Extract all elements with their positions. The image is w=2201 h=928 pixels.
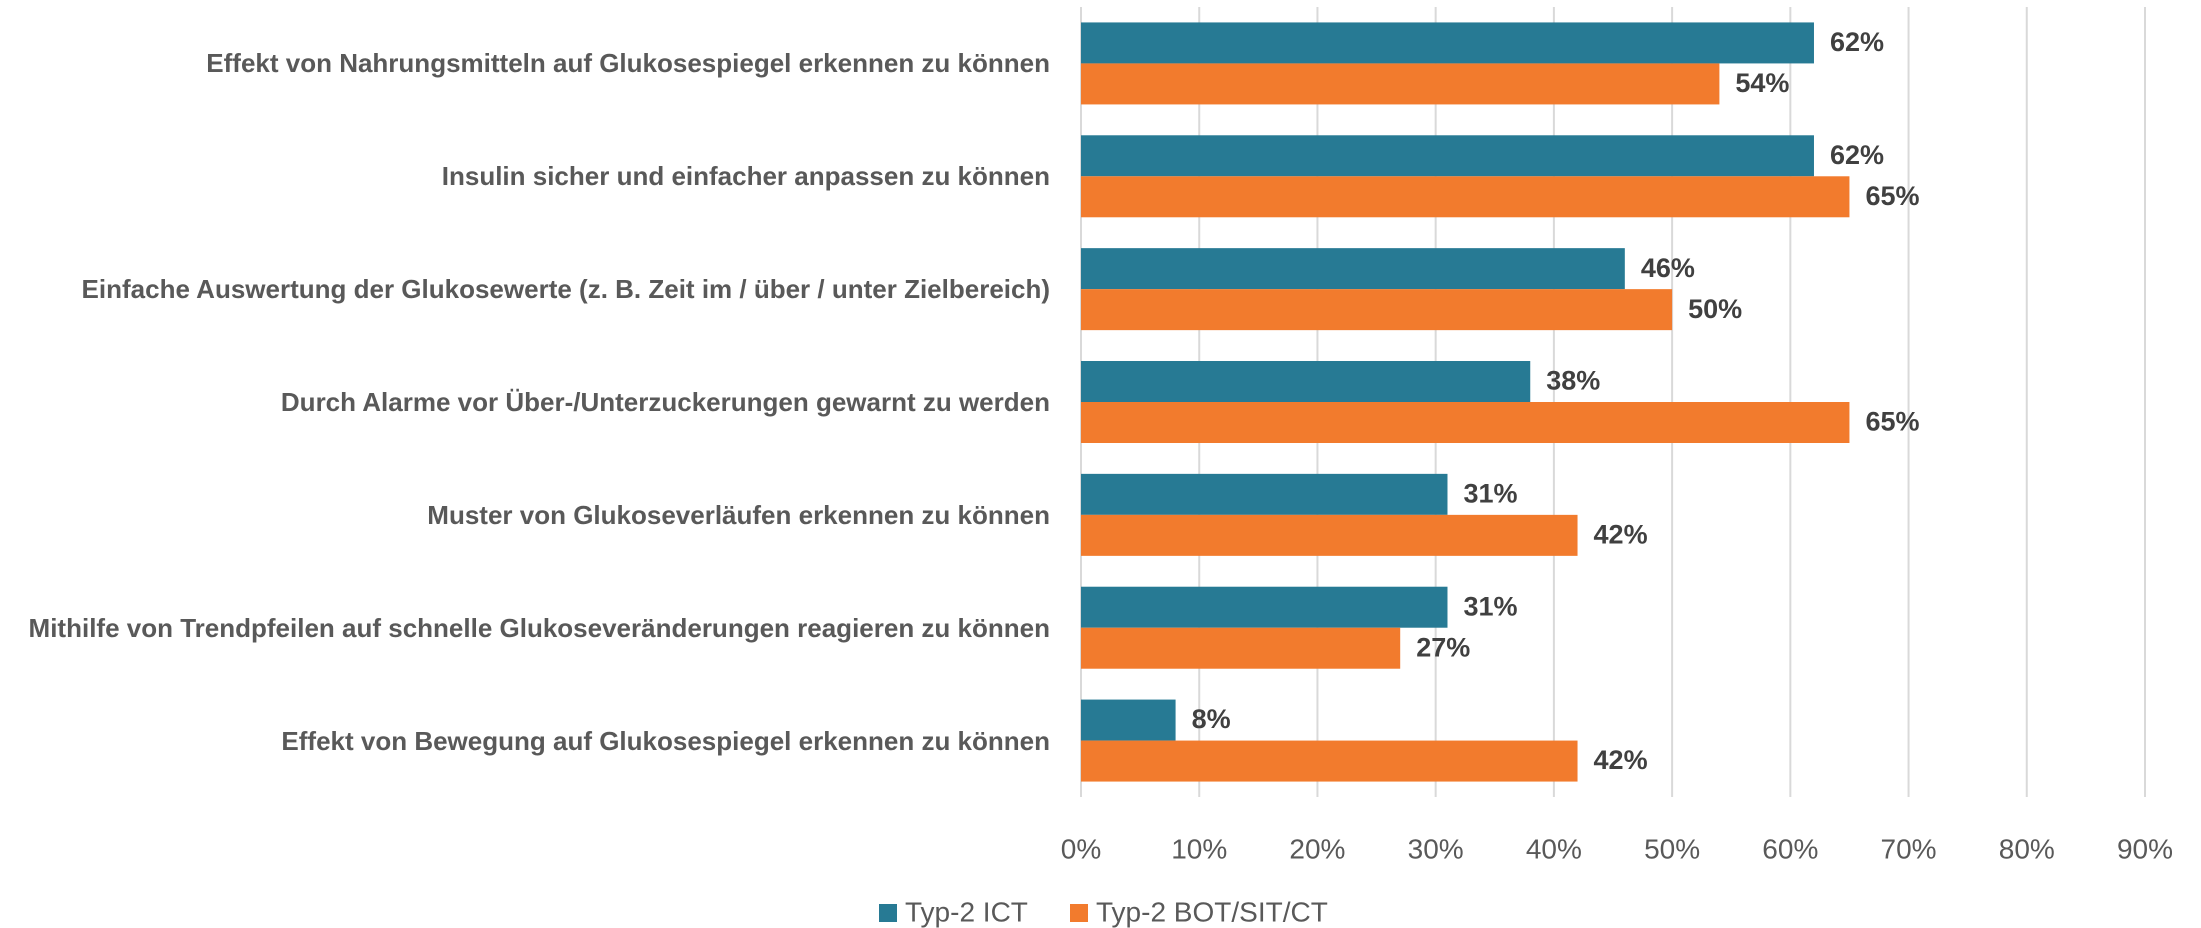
- data-label: 65%: [1865, 407, 1919, 437]
- data-label: 62%: [1830, 27, 1884, 57]
- category-label: Effekt von Nahrungsmitteln auf Glukosesp…: [206, 48, 1050, 79]
- category-label: Muster von Glukoseverläufen erkennen zu …: [427, 499, 1050, 530]
- category-label: Einfache Auswertung der Glukosewerte (z.…: [81, 274, 1050, 305]
- bar: [1081, 22, 1814, 64]
- data-label: 8%: [1192, 704, 1231, 734]
- bar: [1081, 176, 1850, 218]
- x-tick-label: 30%: [1408, 833, 1464, 864]
- legend-swatch: [879, 904, 897, 922]
- legend-label: Typ-2 BOT/SIT/CT: [1096, 896, 1328, 927]
- bar: [1081, 63, 1720, 105]
- bar: [1081, 361, 1531, 402]
- x-tick-label: 60%: [1762, 833, 1818, 864]
- bar: [1081, 473, 1448, 515]
- data-label: 62%: [1830, 140, 1884, 170]
- data-label: 38%: [1546, 366, 1600, 396]
- legend-swatch: [1070, 904, 1088, 922]
- data-label: 50%: [1688, 294, 1742, 324]
- x-tick-label: 70%: [1881, 833, 1937, 864]
- bar: [1081, 586, 1448, 628]
- x-tick-label: 0%: [1061, 833, 1101, 864]
- data-label: 42%: [1594, 745, 1648, 775]
- bar: [1081, 514, 1578, 556]
- data-label: 54%: [1735, 68, 1789, 98]
- category-label: Mithilfe von Trendpfeilen auf schnelle G…: [28, 612, 1050, 643]
- bar: [1081, 135, 1814, 177]
- category-label: Effekt von Bewegung auf Glukosespiegel e…: [281, 725, 1050, 756]
- bar: [1081, 289, 1673, 331]
- category-label: Insulin sicher und einfacher anpassen zu…: [441, 161, 1050, 192]
- legend-label: Typ-2 ICT: [905, 896, 1028, 927]
- x-tick-label: 40%: [1526, 833, 1582, 864]
- bar: [1081, 402, 1850, 443]
- x-tick-label: 90%: [2117, 833, 2173, 864]
- data-label: 42%: [1594, 519, 1648, 549]
- bar: [1081, 740, 1578, 782]
- data-label: 65%: [1865, 181, 1919, 211]
- bar: [1081, 248, 1625, 290]
- x-tick-label: 80%: [1999, 833, 2055, 864]
- bar: [1081, 699, 1176, 741]
- data-label: 31%: [1463, 478, 1517, 508]
- data-label: 27%: [1416, 632, 1470, 662]
- x-tick-label: 50%: [1644, 833, 1700, 864]
- bar: [1081, 627, 1401, 669]
- category-label: Durch Alarme vor Über-/Unterzuckerungen …: [280, 387, 1050, 417]
- data-label: 46%: [1641, 253, 1695, 283]
- x-tick-label: 20%: [1289, 833, 1345, 864]
- data-label: 31%: [1463, 591, 1517, 621]
- x-tick-label: 10%: [1171, 833, 1227, 864]
